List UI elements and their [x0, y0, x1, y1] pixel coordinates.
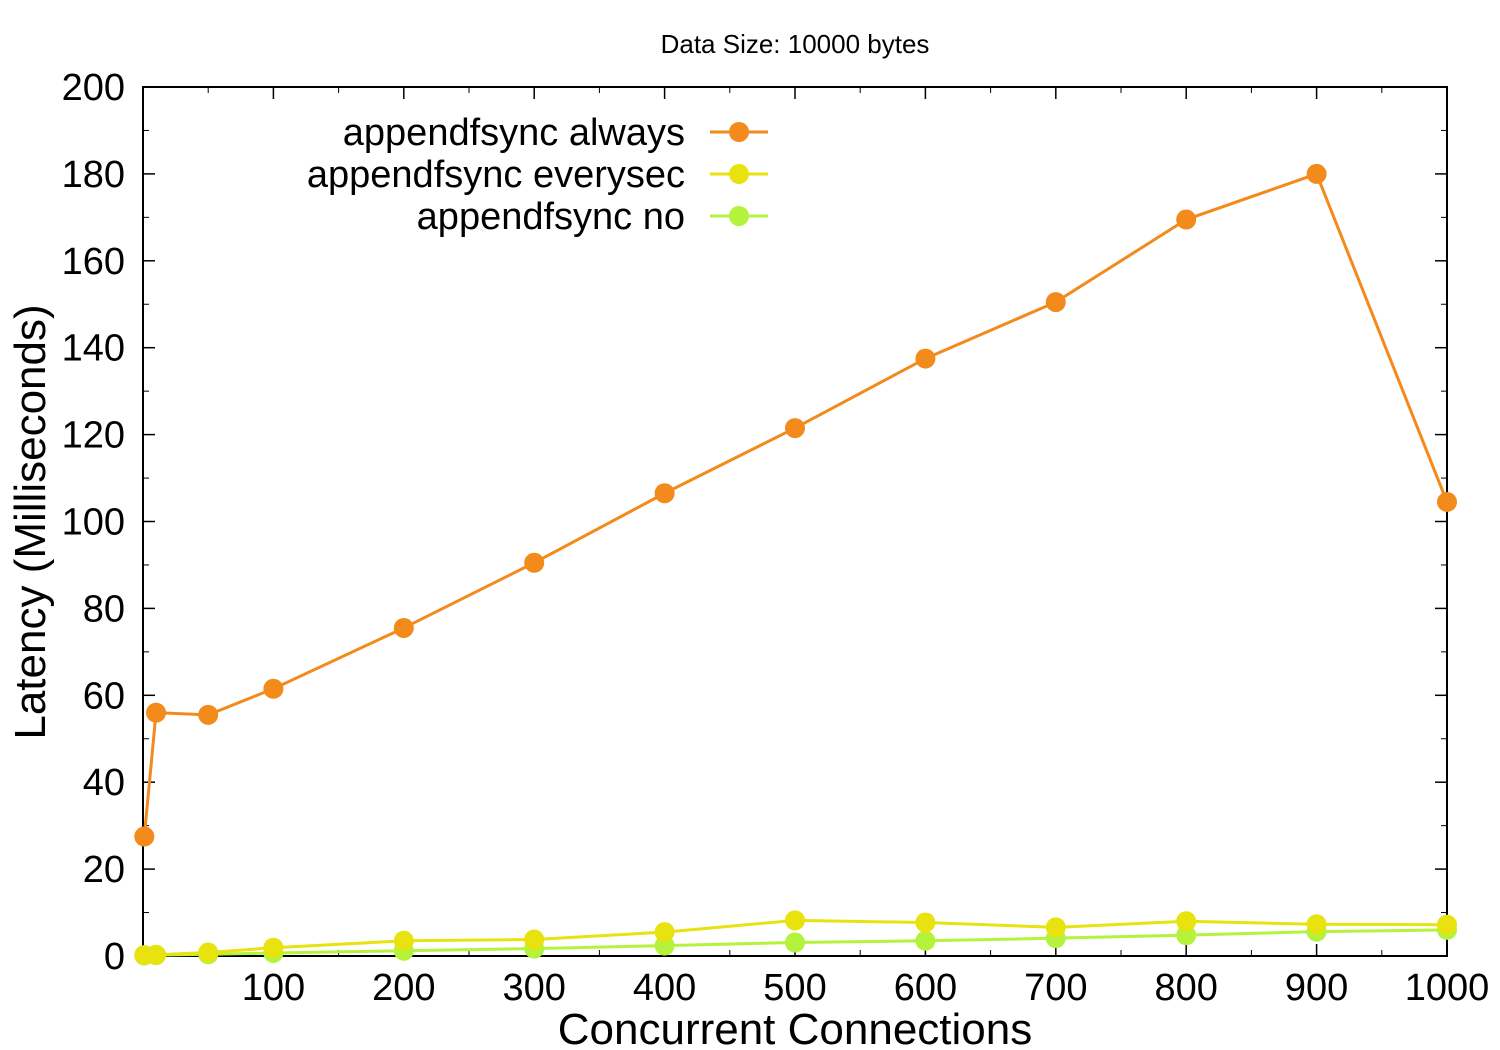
x-tick-label: 500: [763, 967, 826, 1009]
x-axis: 100 200 300 400 500 600 700 800 900 1000: [207, 87, 1490, 1009]
x-tick-label: 800: [1154, 967, 1217, 1009]
data-point: [198, 942, 219, 963]
legend-marker: [729, 122, 749, 142]
data-point: [915, 930, 936, 951]
y-axis: 0 20 40 60 80 100 120 140 160 180 200: [62, 67, 1447, 978]
data-point: [393, 617, 414, 638]
series-1: [134, 163, 1457, 847]
data-point: [263, 937, 284, 958]
data-point: [524, 552, 545, 573]
legend-label: appendfsync everysec: [307, 154, 685, 196]
series-line: [142, 172, 1449, 837]
data-point: [654, 483, 675, 504]
data-point: [393, 930, 414, 951]
y-tick-label: 140: [62, 328, 125, 370]
y-tick-label: 20: [83, 849, 125, 891]
x-tick-label: 1000: [1405, 967, 1490, 1009]
y-tick-label: 100: [62, 502, 125, 544]
series-2: [134, 910, 1457, 966]
y-tick-label: 200: [62, 67, 125, 109]
data-point: [1437, 491, 1457, 512]
y-tick-label: 0: [104, 936, 125, 978]
data-point: [524, 929, 545, 950]
y-tick-label: 160: [62, 241, 125, 283]
data-point: [263, 678, 284, 699]
x-axis-label: Concurrent Connections: [558, 1005, 1032, 1050]
legend-marker: [729, 164, 749, 184]
data-point: [915, 348, 936, 369]
data-point: [915, 912, 936, 933]
x-tick-label: 200: [372, 967, 435, 1009]
x-tick-label: 600: [894, 967, 957, 1009]
data-point: [1176, 209, 1197, 230]
data-point: [198, 704, 219, 725]
data-point: [146, 944, 167, 965]
x-tick-label: 900: [1285, 967, 1348, 1009]
data-point: [1306, 163, 1327, 184]
data-point: [1437, 914, 1457, 935]
series-layer: [134, 163, 1457, 966]
legend-marker: [729, 206, 749, 226]
data-point: [146, 702, 167, 723]
legend-label: appendfsync always: [343, 112, 685, 154]
data-point: [134, 826, 155, 847]
data-point: [785, 910, 805, 931]
x-tick-label: 100: [242, 967, 305, 1009]
data-point: [1045, 917, 1066, 938]
data-point: [785, 932, 805, 953]
y-axis-label: Latency (Milliseconds): [6, 304, 55, 739]
x-tick-label: 700: [1024, 967, 1087, 1009]
y-tick-label: 40: [83, 762, 125, 804]
plot-frame: [142, 86, 1448, 957]
data-point: [1176, 911, 1197, 932]
y-tick-label: 60: [83, 675, 125, 717]
chart-title: Data Size: 10000 bytes: [661, 29, 930, 59]
x-tick-label: 400: [633, 967, 696, 1009]
data-point: [654, 922, 675, 943]
data-point: [1306, 914, 1327, 935]
y-tick-label: 80: [83, 588, 125, 630]
data-point: [1176, 925, 1197, 946]
x-tick-label: 300: [502, 967, 565, 1009]
data-point: [785, 418, 805, 439]
legend-label: appendfsync no: [417, 196, 685, 238]
data-point: [1045, 292, 1066, 313]
y-tick-label: 120: [62, 415, 125, 457]
y-tick-label: 180: [62, 154, 125, 196]
